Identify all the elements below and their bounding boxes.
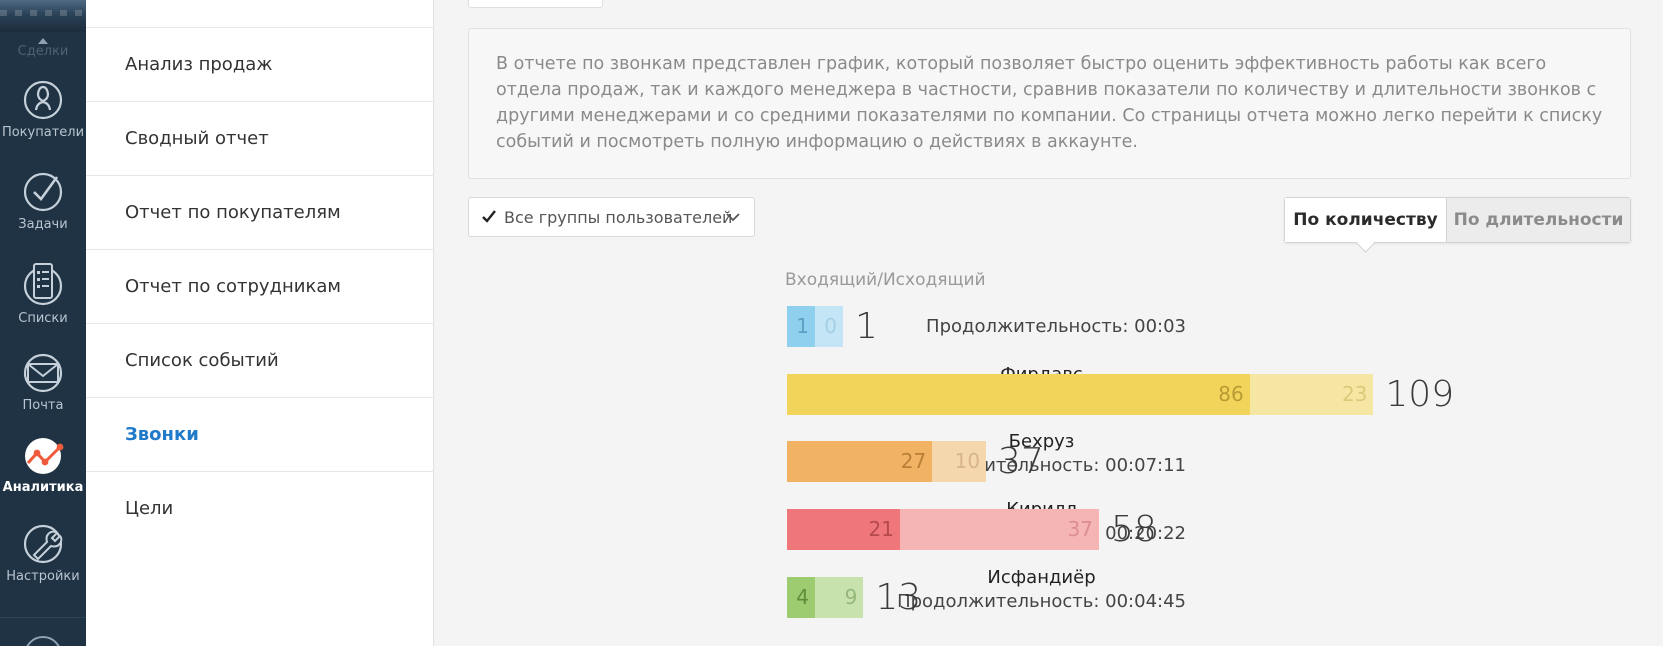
menu-item-employees-report[interactable]: Отчет по сотрудникам <box>86 249 434 323</box>
total-calls-value: 109 <box>1385 374 1455 415</box>
menu-item-label: Звонки <box>125 424 199 445</box>
nav-item-mail[interactable]: Почта <box>0 352 86 413</box>
incoming-calls-segment[interactable]: 4 <box>787 577 815 618</box>
list-icon <box>23 263 63 306</box>
outgoing-calls-value: 10 <box>954 449 981 473</box>
incoming-calls-segment[interactable]: 1 <box>787 306 815 347</box>
nav-item-settings[interactable]: Настройки <box>0 523 86 584</box>
outgoing-calls-value: 9 <box>844 585 858 609</box>
by-duration-tab[interactable]: По длительности <box>1447 198 1630 242</box>
reports-menu: Анализ продаж Сводный отчет Отчет по пок… <box>86 0 434 646</box>
call-duration: Продолжительность: 00:03 <box>926 316 1186 337</box>
user-groups-select[interactable]: Все группы пользователей <box>468 197 755 237</box>
outgoing-calls-segment[interactable]: 9 <box>815 577 864 618</box>
employee-label: Исфандиёр Продолжительность: 00:04:45 <box>897 566 1186 614</box>
nav-item-label: Настройки <box>6 569 80 584</box>
total-calls-value: 37 <box>998 441 1044 482</box>
menu-item-label: Цели <box>125 498 174 519</box>
top-control[interactable] <box>468 0 603 8</box>
nav-item-analytics[interactable]: Аналитика <box>0 434 86 495</box>
menu-item-label: Сводный отчет <box>125 128 269 149</box>
metric-toggle: По количеству По длительности <box>1284 197 1631 243</box>
total-calls-value: 1 <box>855 306 878 347</box>
menu-item-events-list[interactable]: Список событий <box>86 323 434 397</box>
nav-item-label: Списки <box>18 311 68 326</box>
outgoing-calls-segment[interactable]: 23 <box>1249 374 1374 415</box>
nav-item-label: Почта <box>22 398 64 413</box>
incoming-calls-value: 21 <box>868 517 894 541</box>
menu-item-label: Отчет по сотрудникам <box>125 276 341 297</box>
profile-icon[interactable] <box>24 636 62 646</box>
incoming-calls-value: 86 <box>1218 382 1244 406</box>
employee-name[interactable]: Исфандиёр <box>987 567 1096 588</box>
chevron-down-icon <box>726 213 740 222</box>
report-description: В отчете по звонкам представлен график, … <box>468 28 1631 179</box>
call-bar[interactable]: 86 23 <box>787 374 1374 415</box>
outgoing-calls-segment[interactable]: 37 <box>899 509 1100 550</box>
nav-item-tasks[interactable]: Задачи <box>0 171 86 232</box>
outgoing-calls-value: 23 <box>1341 382 1368 406</box>
outgoing-calls-segment[interactable]: 0 <box>815 306 843 347</box>
outgoing-calls-value: 0 <box>824 314 837 338</box>
analytics-icon <box>25 438 64 474</box>
outgoing-calls-value: 37 <box>1067 517 1094 541</box>
call-bar[interactable]: 21 37 <box>787 509 1100 550</box>
series-header: Входящий/Исходящий <box>785 270 986 290</box>
checkmark-icon <box>23 172 63 212</box>
menu-item-summary-report[interactable]: Сводный отчет <box>86 101 434 175</box>
menu-item-customers-report[interactable]: Отчет по покупателям <box>86 175 434 249</box>
menu-item-label: Анализ продаж <box>125 54 273 75</box>
incoming-calls-segment[interactable]: 86 <box>787 374 1250 415</box>
incoming-calls-value: 1 <box>796 314 809 338</box>
main-nav-rail: Сделки Покупатели Задачи Списки <box>0 0 86 646</box>
nav-divider <box>0 617 86 618</box>
scroll-up-icon[interactable] <box>38 38 48 44</box>
menu-item-sales-analysis[interactable]: Анализ продаж <box>86 27 434 101</box>
nav-item-deals-label[interactable]: Сделки <box>17 44 69 59</box>
menu-item-goals[interactable]: Цели <box>86 471 434 545</box>
mail-icon <box>23 353 63 393</box>
users-icon <box>23 80 63 120</box>
call-duration: Продолжительность: 00:04:45 <box>897 591 1186 612</box>
incoming-calls-segment[interactable]: 27 <box>787 441 933 482</box>
wrench-icon <box>23 524 63 564</box>
nav-item-label: Задачи <box>18 217 68 232</box>
nav-item-label: Покупатели <box>1 125 85 140</box>
nav-item-customers[interactable]: Покупатели <box>0 79 86 140</box>
menu-item-label: Список событий <box>125 350 279 371</box>
total-calls-value: 13 <box>875 577 922 618</box>
incoming-calls-segment[interactable]: 21 <box>787 509 900 550</box>
report-content: В отчете по звонкам представлен график, … <box>434 0 1663 646</box>
incoming-calls-value: 4 <box>796 585 809 609</box>
nav-item-lists[interactable]: Списки <box>0 261 86 326</box>
outgoing-calls-segment[interactable]: 10 <box>932 441 987 482</box>
checkbox-checked-icon[interactable] <box>481 209 497 225</box>
user-photo[interactable] <box>0 0 86 32</box>
total-calls-value: 58 <box>1111 509 1157 550</box>
call-bar[interactable]: 27 10 <box>787 441 987 482</box>
by-count-tab[interactable]: По количеству <box>1285 198 1447 242</box>
incoming-calls-value: 27 <box>900 449 927 473</box>
employee-label: Продолжительность: 00:03 <box>926 315 1186 339</box>
user-groups-value: Все группы пользователей <box>504 208 733 227</box>
menu-item-label: Отчет по покупателям <box>125 202 341 223</box>
employee-name[interactable]: Бехруз <box>1008 431 1075 452</box>
nav-item-label: Аналитика <box>2 480 84 495</box>
menu-item-calls[interactable]: Звонки <box>86 397 434 471</box>
